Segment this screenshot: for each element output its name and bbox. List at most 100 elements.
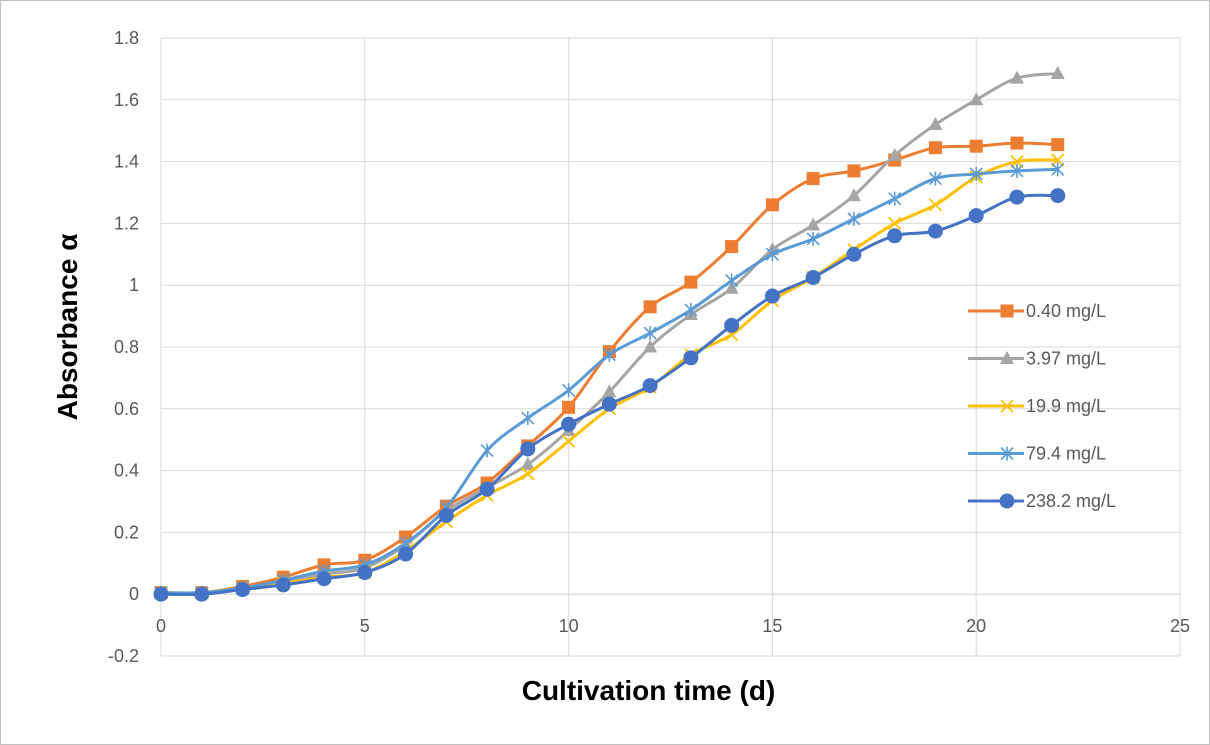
data-point <box>724 317 740 333</box>
y-axis-title: Absorbance α <box>52 234 83 421</box>
legend-label: 19.9 mg/L <box>1026 396 1106 416</box>
legend-marker <box>999 493 1015 509</box>
series-2 <box>154 66 1065 599</box>
data-point <box>846 246 862 262</box>
data-point <box>1010 154 1024 169</box>
data-point <box>806 231 820 246</box>
y-tick-label: 1.8 <box>114 28 139 48</box>
data-point <box>357 565 373 581</box>
data-point <box>683 350 699 366</box>
data-point <box>1051 153 1065 167</box>
legend-marker <box>1000 304 1014 318</box>
data-point <box>725 240 739 254</box>
data-point <box>806 172 820 186</box>
data-point <box>601 396 617 412</box>
data-point <box>520 456 535 470</box>
y-tick-label: 0.6 <box>114 399 139 419</box>
data-point <box>765 247 779 262</box>
series-4 <box>154 162 1065 600</box>
data-point <box>643 326 657 341</box>
data-point <box>888 216 902 231</box>
x-tick-label: 25 <box>1170 616 1190 636</box>
data-point <box>847 211 861 226</box>
x-tick-label: 15 <box>762 616 782 636</box>
data-point <box>764 288 780 304</box>
series-5 <box>153 188 1066 602</box>
data-point <box>521 411 535 426</box>
legend-label: 238.2 mg/L <box>1026 491 1116 511</box>
data-point <box>1010 163 1024 178</box>
data-point <box>928 141 942 155</box>
x-tick-label: 5 <box>360 616 370 636</box>
legend-label: 79.4 mg/L <box>1026 444 1106 464</box>
data-point <box>643 300 657 314</box>
legend-item: 3.97 mg/L <box>968 349 1106 369</box>
data-point <box>765 198 779 212</box>
y-tick-label: 0 <box>129 584 139 604</box>
data-point <box>1010 136 1024 150</box>
data-point <box>521 467 535 481</box>
data-point <box>887 228 903 244</box>
legend-label: 0.40 mg/L <box>1026 301 1106 321</box>
y-tick-label: 1 <box>129 275 139 295</box>
data-point <box>1050 188 1066 204</box>
data-point <box>847 164 861 178</box>
data-point <box>1009 70 1024 84</box>
data-point <box>520 441 536 457</box>
x-tick-label: 0 <box>156 616 166 636</box>
data-point <box>969 92 984 106</box>
legend-item: 238.2 mg/L <box>968 491 1116 511</box>
data-point <box>806 217 821 231</box>
data-point <box>562 400 576 414</box>
data-point <box>153 586 169 602</box>
legend: 0.40 mg/L 3.97 mg/L 19.9 mg/L 79.4 mg/L 238.… <box>968 301 1116 511</box>
y-tick-label: -0.2 <box>108 646 139 666</box>
y-tick-label: 0.8 <box>114 337 139 357</box>
data-point <box>561 434 576 448</box>
data-point <box>928 171 943 186</box>
x-axis-title: Cultivation time (d) <box>522 675 776 706</box>
data-point <box>562 383 576 398</box>
data-point <box>235 582 251 598</box>
data-point <box>684 302 698 317</box>
data-point <box>887 147 902 161</box>
data-point <box>602 347 616 362</box>
data-point <box>805 269 821 285</box>
legend-item: 79.4 mg/L <box>968 444 1106 464</box>
data-point <box>1051 162 1065 177</box>
data-point <box>928 198 943 212</box>
y-tick-label: 0.4 <box>114 461 139 481</box>
data-point <box>480 443 494 458</box>
legend-marker <box>1000 399 1014 413</box>
data-point <box>846 188 861 202</box>
data-point <box>398 546 414 562</box>
data-point <box>194 586 210 602</box>
data-point <box>479 481 495 497</box>
series-line <box>159 158 1060 595</box>
x-tick-label: 20 <box>966 616 986 636</box>
data-point <box>642 378 658 394</box>
data-point <box>968 208 984 224</box>
data-point <box>602 384 617 398</box>
legend-label: 3.97 mg/L <box>1026 349 1106 369</box>
x-tick-labels: 0 5 10 15 20 25 <box>156 616 1190 636</box>
y-tick-label: 1.2 <box>114 213 139 233</box>
data-point <box>725 273 739 288</box>
data-point <box>969 139 983 153</box>
gridlines <box>160 37 1181 657</box>
data-point <box>275 577 291 593</box>
y-tick-label: 1.4 <box>114 152 139 172</box>
data-point <box>561 416 577 432</box>
data-point <box>316 571 332 587</box>
y-tick-labels: -0.2 0 0.2 0.4 0.6 0.8 1 1.2 1.4 1.6 1.8 <box>108 28 139 666</box>
data-point <box>684 275 698 289</box>
x-tick-label: 10 <box>559 616 579 636</box>
data-point <box>1051 138 1065 152</box>
y-tick-label: 0.2 <box>114 522 139 542</box>
data-point <box>1050 66 1065 80</box>
data-point <box>928 117 943 131</box>
data-point <box>643 339 658 353</box>
data-point <box>927 223 943 239</box>
